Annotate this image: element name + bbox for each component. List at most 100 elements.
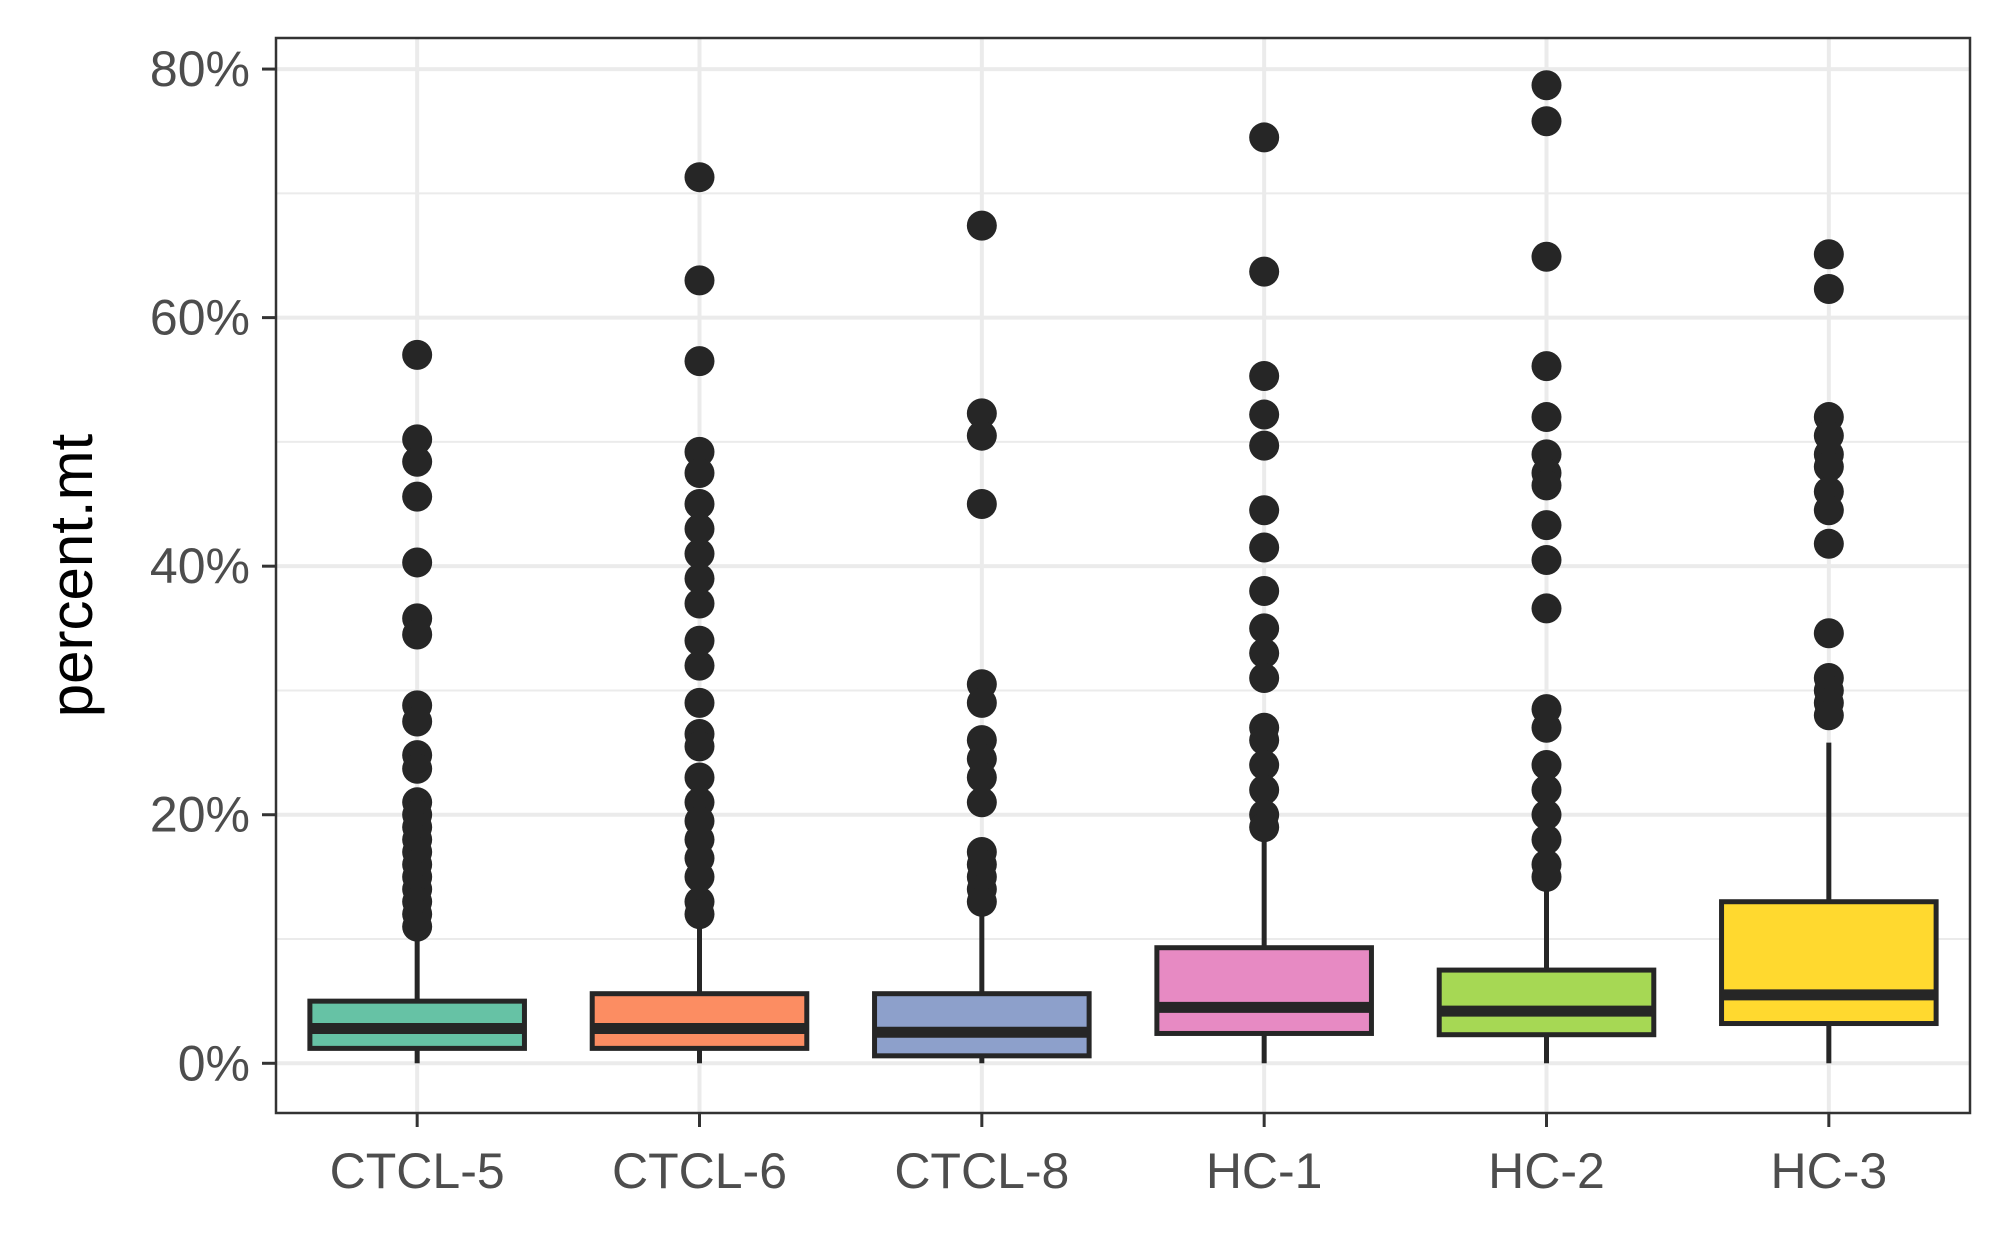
outlier-point	[1531, 402, 1562, 433]
outlier-point	[684, 588, 715, 619]
outlier-point	[402, 706, 433, 737]
box-hc-1	[1154, 122, 1374, 1064]
outlier-point	[684, 625, 715, 656]
panel-border	[274, 36, 1972, 1115]
outlier-point	[1249, 774, 1280, 805]
box-ctcl-5	[307, 339, 527, 1064]
y-tick-label: 60%	[150, 290, 250, 346]
outlier-point	[1249, 613, 1280, 644]
outlier-point	[684, 563, 715, 594]
box-iqr	[872, 991, 1092, 1059]
outlier-point	[1813, 239, 1844, 270]
outlier-point	[684, 513, 715, 544]
outlier-point	[966, 787, 997, 818]
y-axis-title: percent.mt	[38, 433, 105, 717]
outlier-point	[966, 687, 997, 718]
outlier-point	[402, 446, 433, 477]
x-tick-label: HC-1	[1206, 1143, 1323, 1199]
outlier-point	[684, 436, 715, 467]
outlier-point	[402, 911, 433, 942]
outlier-point	[1531, 470, 1562, 501]
outlier-point	[966, 762, 997, 793]
outlier-point	[402, 481, 433, 512]
outlier-point	[684, 162, 715, 193]
outlier-point	[1531, 351, 1562, 382]
box-ctcl-8	[872, 210, 1092, 1064]
x-axis-ticks: CTCL-5 CTCL-6 CTCL-8 HC-1 HC-2 HC-3	[330, 1113, 1887, 1199]
box-hc-2	[1436, 70, 1657, 1064]
outlier-point	[1249, 725, 1280, 756]
outlier-point	[1531, 544, 1562, 575]
outlier-point	[966, 489, 997, 520]
outlier-point	[1531, 799, 1562, 830]
outlier-point	[1531, 774, 1562, 805]
outlier-point	[684, 489, 715, 520]
outlier-point	[1249, 361, 1280, 392]
outlier-point	[1249, 430, 1280, 461]
outlier-point	[1813, 451, 1844, 482]
outlier-point	[402, 619, 433, 650]
outlier-point	[1531, 712, 1562, 743]
outlier-point	[684, 731, 715, 762]
outlier-point	[1813, 618, 1844, 649]
box-iqr	[1154, 945, 1374, 1036]
outlier-point	[1249, 122, 1280, 153]
outlier-point	[1249, 750, 1280, 781]
outlier-point	[1531, 750, 1562, 781]
outlier-point	[1531, 824, 1562, 855]
outlier-point	[1249, 256, 1280, 287]
outlier-point	[1813, 528, 1844, 559]
outlier-point	[1531, 241, 1562, 272]
x-tick-label: HC-2	[1488, 1143, 1605, 1199]
x-tick-label: CTCL-5	[330, 1143, 505, 1199]
outlier-point	[1249, 399, 1280, 430]
outlier-point	[966, 420, 997, 451]
outlier-point	[1813, 274, 1844, 305]
x-tick-label: HC-3	[1770, 1143, 1887, 1199]
x-tick-label: CTCL-6	[612, 1143, 787, 1199]
y-tick-label: 20%	[150, 787, 250, 843]
box-ctcl-6	[589, 162, 810, 1064]
outlier-point	[684, 346, 715, 377]
outlier-point	[1531, 510, 1562, 541]
x-tick-label: CTCL-8	[894, 1143, 1069, 1199]
outlier-point	[684, 687, 715, 718]
outlier-point	[402, 339, 433, 370]
y-tick-label: 40%	[150, 538, 250, 594]
y-tick-label: 80%	[150, 41, 250, 97]
outlier-point	[1813, 700, 1844, 731]
outlier-point	[684, 457, 715, 488]
outlier-point	[1531, 70, 1562, 101]
outlier-point	[684, 538, 715, 569]
outlier-point	[684, 265, 715, 296]
outlier-point	[966, 210, 997, 241]
outlier-point	[1249, 495, 1280, 526]
outlier-point	[1249, 638, 1280, 669]
outlier-point	[1249, 663, 1280, 694]
outlier-point	[402, 424, 433, 455]
y-tick-label: 0%	[178, 1035, 250, 1091]
box-iqr	[589, 991, 810, 1051]
grid-minor	[276, 192, 1970, 941]
outlier-point	[684, 650, 715, 681]
outlier-point	[1249, 532, 1280, 563]
outlier-point	[1531, 861, 1562, 892]
outlier-point	[402, 753, 433, 784]
outlier-point	[684, 899, 715, 930]
outlier-point	[966, 398, 997, 429]
outlier-point	[1531, 106, 1562, 137]
outlier-point	[684, 762, 715, 793]
outlier-point	[966, 886, 997, 917]
outlier-point	[402, 547, 433, 578]
outlier-point	[1813, 495, 1844, 526]
outlier-point	[1249, 812, 1280, 843]
box-iqr	[1436, 967, 1657, 1038]
box-iqr	[1719, 899, 1939, 1027]
boxes	[307, 70, 1939, 1064]
outlier-point	[684, 861, 715, 892]
box-hc-3	[1719, 239, 1939, 1064]
outlier-point	[1249, 576, 1280, 607]
outlier-point	[1531, 593, 1562, 624]
y-axis-ticks: 0% 20% 40% 60% 80%	[150, 41, 276, 1091]
